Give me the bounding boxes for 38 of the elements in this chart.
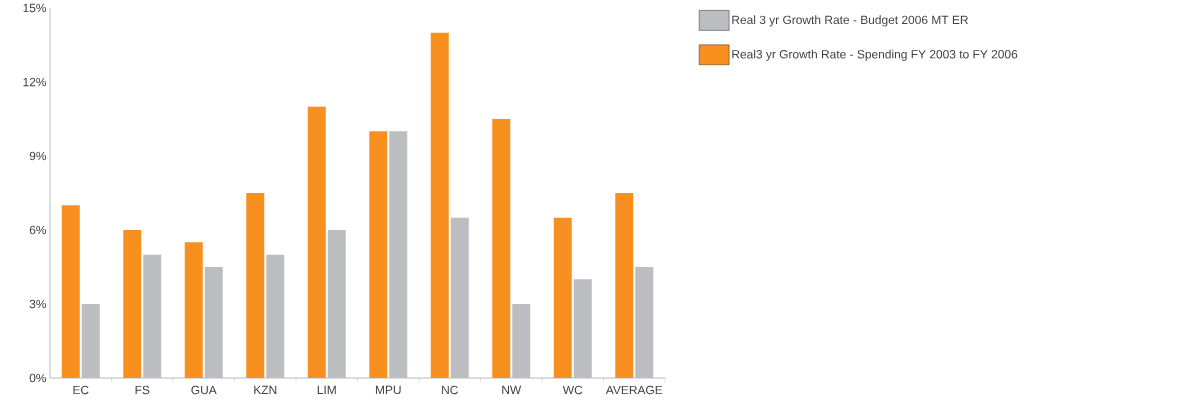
bar [204, 267, 223, 378]
x-tick-label: EC [73, 385, 89, 395]
x-tick-label: LIM [317, 385, 336, 394]
bar [389, 131, 408, 378]
bar [266, 254, 285, 378]
bar [430, 32, 449, 378]
bar [327, 230, 346, 378]
bar [369, 131, 388, 378]
y-tick-label: 0% [29, 373, 47, 383]
bar [512, 304, 531, 378]
x-tick-label: NW [502, 385, 522, 394]
x-tick-label: FS [135, 385, 150, 395]
x-tick-label: WC [562, 385, 583, 395]
bar [81, 304, 100, 378]
legend-label: Real 3 yr Growth Rate - Budget 2006 MT ER [732, 15, 968, 27]
x-tick-label: KZN [254, 385, 277, 394]
x-tick-label: MPU [375, 385, 401, 395]
y-tick-label: 15% [23, 3, 47, 13]
x-tick-label: GUA [191, 385, 217, 395]
bar [307, 106, 326, 378]
bar [61, 205, 80, 378]
y-tick-label: 6% [29, 225, 47, 235]
x-tick-label: NC [442, 385, 458, 395]
bar [246, 193, 265, 378]
bar [553, 217, 572, 378]
legend-label: Real3 yr Growth Rate - Spending FY 2003 to FY 2006 [732, 49, 1018, 61]
y-tick-label: 12% [23, 77, 47, 87]
y-tick-label: 9% [29, 151, 47, 161]
bar [143, 254, 162, 378]
bar [573, 279, 592, 378]
bar [635, 267, 654, 378]
bar [184, 242, 203, 378]
x-tick-label: AVERAGE [605, 385, 663, 395]
bar [615, 193, 634, 378]
bar [123, 230, 142, 378]
bar [492, 119, 511, 378]
y-tick-label: 3% [29, 299, 47, 309]
bar [450, 217, 469, 378]
